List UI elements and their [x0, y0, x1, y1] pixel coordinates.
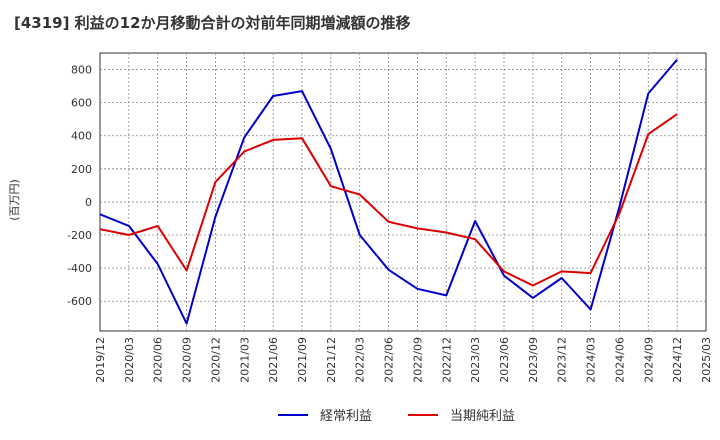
x-tick-label: 2021/12	[325, 337, 338, 383]
x-tick-label: 2024/12	[671, 337, 684, 383]
plot-area	[99, 52, 707, 332]
y-tick-label: 600	[71, 97, 92, 110]
x-tick-label: 2020/06	[152, 337, 165, 383]
x-tick-label: 2023/09	[527, 337, 540, 383]
series-line-2	[99, 113, 678, 287]
legend: 経常利益 当期純利益	[278, 409, 515, 424]
legend-label-2: 当期純利益	[450, 409, 515, 424]
x-tick-label: 2021/09	[296, 337, 309, 383]
y-tick-label: -600	[67, 295, 92, 308]
x-tick-label: 2024/06	[613, 337, 626, 383]
series-line-1	[99, 58, 678, 325]
x-tick-label: 2022/06	[383, 337, 396, 383]
y-tick-label: 400	[71, 130, 92, 143]
x-tick-label: 2022/09	[411, 337, 424, 383]
x-tick-label: 2022/12	[440, 337, 453, 383]
y-tick-label: 200	[71, 163, 92, 176]
x-tick-label: 2025/03	[700, 337, 713, 383]
y-tick-label: -400	[67, 262, 92, 275]
y-tick-labels: 800 600 400 200 0 -200 -400 -600	[67, 64, 92, 309]
y-axis-label: (百万円)	[8, 179, 21, 221]
x-tick-label: 2022/03	[354, 337, 367, 383]
x-tick-label: 2023/03	[469, 337, 482, 383]
x-tick-label: 2023/12	[556, 337, 569, 383]
x-tick-label: 2023/06	[498, 337, 511, 383]
x-tick-label: 2021/06	[267, 337, 280, 383]
x-tick-label: 2024/09	[642, 337, 655, 383]
x-tick-label: 2019/12	[94, 337, 107, 383]
plot-frame	[99, 52, 707, 332]
y-tick-label: 800	[71, 64, 92, 77]
y-tick-label: 0	[85, 196, 92, 209]
y-tick-label: -200	[67, 229, 92, 242]
legend-label-1: 経常利益	[320, 409, 372, 424]
x-tick-labels: 2019/12 2020/03 2020/06 2020/09 2020/12 2021/…	[94, 337, 713, 383]
series-layer	[99, 58, 678, 325]
x-tick-label: 2021/03	[238, 337, 251, 383]
x-tick-label: 2024/03	[585, 337, 598, 383]
x-tick-label: 2020/12	[209, 337, 222, 383]
x-tick-label: 2020/03	[123, 337, 136, 383]
chart-title: [4319] 利益の12か月移動合計の対前年同期増減額の推移	[14, 14, 411, 32]
grid-layer	[100, 53, 706, 331]
x-tick-label: 2020/09	[181, 337, 194, 383]
